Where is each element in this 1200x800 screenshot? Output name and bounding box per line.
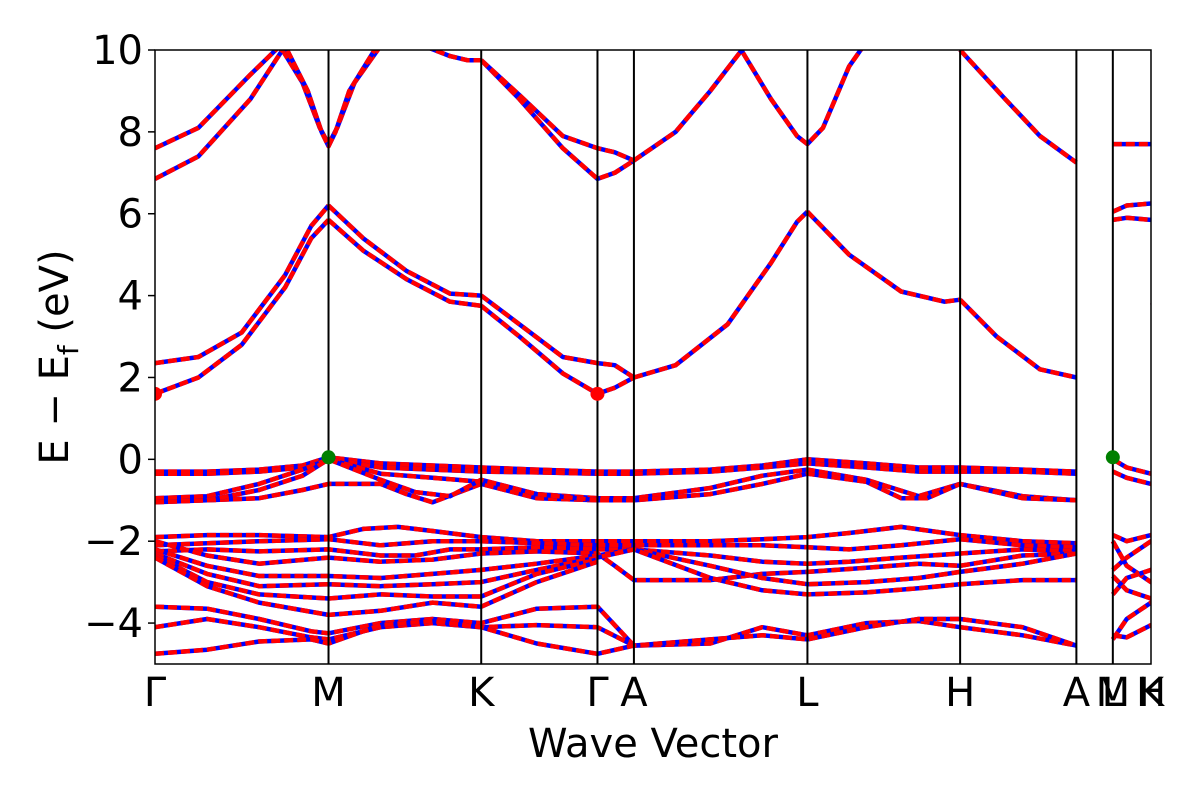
x-tick-label-6: H [945,670,975,716]
band-18-red [805,210,961,304]
band-4-red [479,58,635,163]
band-9-red [1111,201,1151,214]
x-axis-ticks: Γ M K Γ A L H A ML KH [144,670,1166,716]
y-axis-label: E − Ef (eV) [32,249,85,464]
x-tick-label-10: K [1138,670,1166,716]
band-3-red [479,58,636,182]
x-tick-label-1: M [311,670,346,716]
band-35-red [155,547,1077,597]
y-tick-label-7: −4 [84,601,143,647]
band-36-blue [155,553,599,601]
x-tick-label-3: Γ [586,670,609,716]
band-45-red [1111,574,1151,601]
band-44-red [1111,567,1151,596]
y-tick-label-6: −2 [84,519,143,565]
band-16-red [479,304,635,397]
band-15-red [479,293,636,380]
band-46-red [1112,622,1151,640]
x-tick-label-11: H [1136,670,1166,716]
x-tick-label-9: L [1102,670,1125,716]
band-40-red [155,618,635,657]
x-tick-label-0: Γ [144,670,167,716]
y-tick-label-5: 0 [118,437,143,483]
x-axis-label: Wave Vector [528,721,779,767]
y-axis-label-subscript: f [52,344,85,355]
band-37-red [155,555,599,618]
y-axis-label-unit: (eV) [32,249,78,345]
x-tick-label-5: L [796,670,819,716]
band-47-red [1110,600,1151,641]
band-11-red [155,204,331,366]
plot-frame [154,49,1152,665]
y-axis-ticks: 10 8 6 4 2 0 −2 −4 [84,28,155,647]
marker-cbm-0 [155,386,162,401]
band-19-red [958,298,1077,380]
markers-layer [155,386,1120,465]
x-tick-label-8: M [1096,670,1131,716]
band-27-red [155,457,598,505]
band-42-red [1111,538,1151,572]
band-26-red [155,471,1077,505]
band-25-red [155,457,1077,503]
x-tick-label-4: A [620,670,648,716]
band-20-red [1112,215,1151,223]
y-tick-label-0: 10 [92,28,143,74]
y-tick-label-2: 6 [118,192,143,238]
band-31-red [155,536,1077,552]
marker-cbm-1 [590,386,605,401]
band-41-red [1111,532,1151,544]
x-tick-label-2: K [468,670,496,716]
x-tick-label-7: A [1063,670,1091,716]
band-29-red [1111,469,1151,487]
marker-vbm-3 [1105,450,1120,465]
band-7-red [958,50,1078,165]
band-2-red [428,50,482,63]
band-12-red [155,218,331,396]
marker-vbm-2 [321,450,336,465]
y-axis-label-main: E − E [32,355,78,465]
band-28-red [1111,457,1151,476]
band-1-blue [155,50,378,181]
band-5-red [632,50,745,163]
kpoint-lines [327,50,1114,664]
y-tick-label-1: 8 [118,110,143,156]
band-17-red [633,210,809,380]
band-14-red [327,218,482,309]
band-13-red [326,203,482,298]
y-tick-label-4: 2 [118,355,143,401]
y-tick-label-3: 4 [118,274,143,320]
